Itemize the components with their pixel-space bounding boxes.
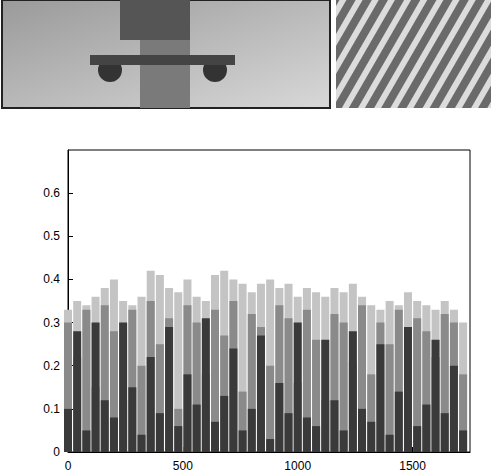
svg-text:500: 500 — [173, 459, 193, 473]
svg-text:0.6: 0.6 — [43, 186, 60, 200]
svg-text:0.5: 0.5 — [43, 229, 60, 243]
svg-text:1500: 1500 — [399, 459, 426, 473]
svg-text:0.4: 0.4 — [43, 272, 60, 286]
svg-text:0: 0 — [53, 445, 60, 459]
svg-text:0: 0 — [65, 459, 72, 473]
svg-text:1000: 1000 — [284, 459, 311, 473]
svg-text:0.2: 0.2 — [43, 359, 60, 373]
svg-text:0.3: 0.3 — [43, 316, 60, 330]
svg-text:0.1: 0.1 — [43, 402, 60, 416]
